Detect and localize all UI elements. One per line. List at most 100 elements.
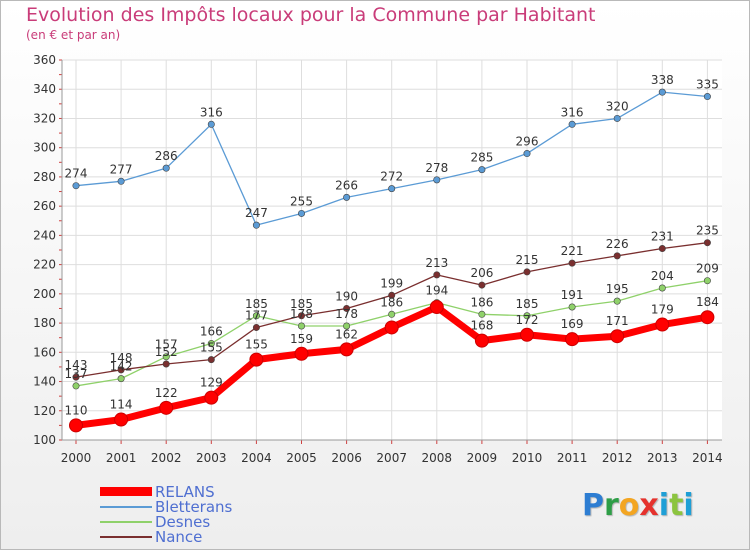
- data-point-nance: [252, 323, 260, 331]
- data-label-bletterans: 266: [335, 178, 358, 192]
- data-label-nance: 235: [696, 224, 719, 238]
- data-label-relans: 171: [606, 314, 629, 328]
- data-label-relans: 184: [696, 295, 719, 309]
- data-label-bletterans: 316: [200, 105, 223, 119]
- y-tick-label: 280: [33, 170, 56, 184]
- data-point-relans: [565, 332, 580, 347]
- legend-label: Nance: [155, 527, 203, 546]
- data-point-relans: [474, 333, 489, 348]
- logo-letter: i: [683, 488, 694, 523]
- data-label-bletterans: 320: [606, 99, 629, 113]
- data-label-desnes: 142: [110, 360, 133, 374]
- data-point-desnes: [207, 340, 215, 348]
- chart-legend: RELANS Bletterans Desnes Nance: [100, 482, 232, 546]
- y-tick-label: 200: [33, 287, 56, 301]
- chart-title: Evolution des Impôts locaux pour la Comm…: [26, 4, 596, 26]
- logo-letter: x: [639, 488, 659, 523]
- y-tick-label: 300: [33, 141, 56, 155]
- data-point-nance: [478, 281, 486, 289]
- data-label-bletterans: 316: [561, 105, 584, 119]
- data-label-relans: 110: [65, 403, 88, 417]
- data-point-nance: [613, 252, 621, 260]
- data-label-relans: 172: [516, 313, 539, 327]
- logo-letter: o: [618, 488, 640, 523]
- data-label-nance: 143: [65, 358, 88, 372]
- data-point-desnes: [252, 312, 260, 320]
- x-tick-label: 2012: [602, 451, 633, 465]
- data-point-nance: [343, 304, 351, 312]
- x-tick-label: 2011: [557, 451, 588, 465]
- data-point-desnes: [613, 297, 621, 305]
- data-point-relans: [69, 418, 83, 433]
- data-label-bletterans: 286: [155, 149, 178, 163]
- data-label-bletterans: 296: [516, 135, 539, 149]
- data-point-relans: [339, 342, 354, 357]
- data-label-bletterans: 338: [651, 73, 674, 87]
- x-tick-label: 2014: [692, 451, 723, 465]
- data-label-desnes: 137: [65, 367, 88, 381]
- x-tick-label: 2013: [647, 451, 678, 465]
- data-label-desnes: 178: [290, 307, 313, 321]
- data-label-desnes: 204: [651, 269, 674, 283]
- data-label-desnes: 186: [470, 295, 493, 309]
- y-tick-label: 260: [33, 199, 56, 213]
- data-point-bletterans: [207, 120, 215, 128]
- y-tick-label: 320: [33, 111, 56, 125]
- data-point-desnes: [297, 322, 305, 330]
- y-tick-label: 220: [33, 258, 56, 272]
- data-label-relans: 168: [470, 319, 493, 333]
- x-tick-label: 2007: [376, 451, 407, 465]
- data-point-relans: [159, 400, 174, 415]
- data-point-relans: [655, 317, 670, 332]
- data-point-desnes: [72, 382, 80, 390]
- data-label-bletterans: 285: [470, 151, 493, 165]
- data-point-bletterans: [703, 93, 711, 101]
- data-point-relans: [384, 320, 399, 335]
- data-label-relans: 169: [561, 317, 584, 331]
- logo-letter: P: [582, 488, 604, 523]
- data-label-desnes: 185: [516, 297, 539, 311]
- data-point-relans: [249, 352, 264, 367]
- legend-label: RELANS: [155, 482, 215, 501]
- data-point-nance: [207, 356, 215, 364]
- data-point-bletterans: [388, 185, 396, 193]
- data-label-bletterans: 255: [290, 194, 313, 208]
- y-tick-label: 240: [33, 228, 56, 242]
- data-label-nance: 190: [335, 289, 358, 303]
- data-point-nance: [658, 245, 666, 253]
- x-tick-label: 2008: [422, 451, 453, 465]
- data-label-nance: 155: [200, 341, 223, 355]
- data-point-nance: [433, 271, 441, 279]
- data-label-nance: 148: [110, 351, 133, 365]
- data-label-bletterans: 277: [110, 162, 133, 176]
- data-point-bletterans: [568, 120, 576, 128]
- legend-item-nance: Nance: [100, 527, 232, 546]
- data-label-relans: 122: [155, 386, 178, 400]
- data-point-bletterans: [72, 182, 80, 190]
- data-label-nance: 231: [651, 230, 674, 244]
- y-tick-label: 340: [33, 82, 56, 96]
- data-label-bletterans: 272: [380, 170, 403, 184]
- data-label-desnes: 194: [425, 284, 448, 298]
- data-label-desnes: 157: [155, 338, 178, 352]
- data-label-desnes: 178: [335, 307, 358, 321]
- data-point-bletterans: [117, 177, 125, 185]
- legend-item-bletterans: Bletterans: [100, 498, 232, 516]
- data-label-relans: 114: [110, 398, 133, 412]
- data-point-desnes: [523, 312, 531, 320]
- data-label-nance: 226: [606, 237, 629, 251]
- y-tick-label: 180: [33, 316, 56, 330]
- x-tick-label: 2004: [241, 451, 272, 465]
- y-tick-label: 360: [33, 53, 56, 67]
- data-point-bletterans: [252, 221, 260, 229]
- legend-swatch: [100, 505, 152, 508]
- data-point-relans: [204, 390, 219, 405]
- data-point-desnes: [568, 303, 576, 311]
- data-point-bletterans: [523, 150, 531, 158]
- proxiti-logo: Proxiti: [582, 488, 694, 523]
- data-label-nance: 221: [561, 244, 584, 258]
- data-label-bletterans: 274: [65, 167, 88, 181]
- data-label-relans: 162: [335, 327, 358, 341]
- data-point-nance: [72, 373, 80, 381]
- data-point-relans: [610, 329, 625, 344]
